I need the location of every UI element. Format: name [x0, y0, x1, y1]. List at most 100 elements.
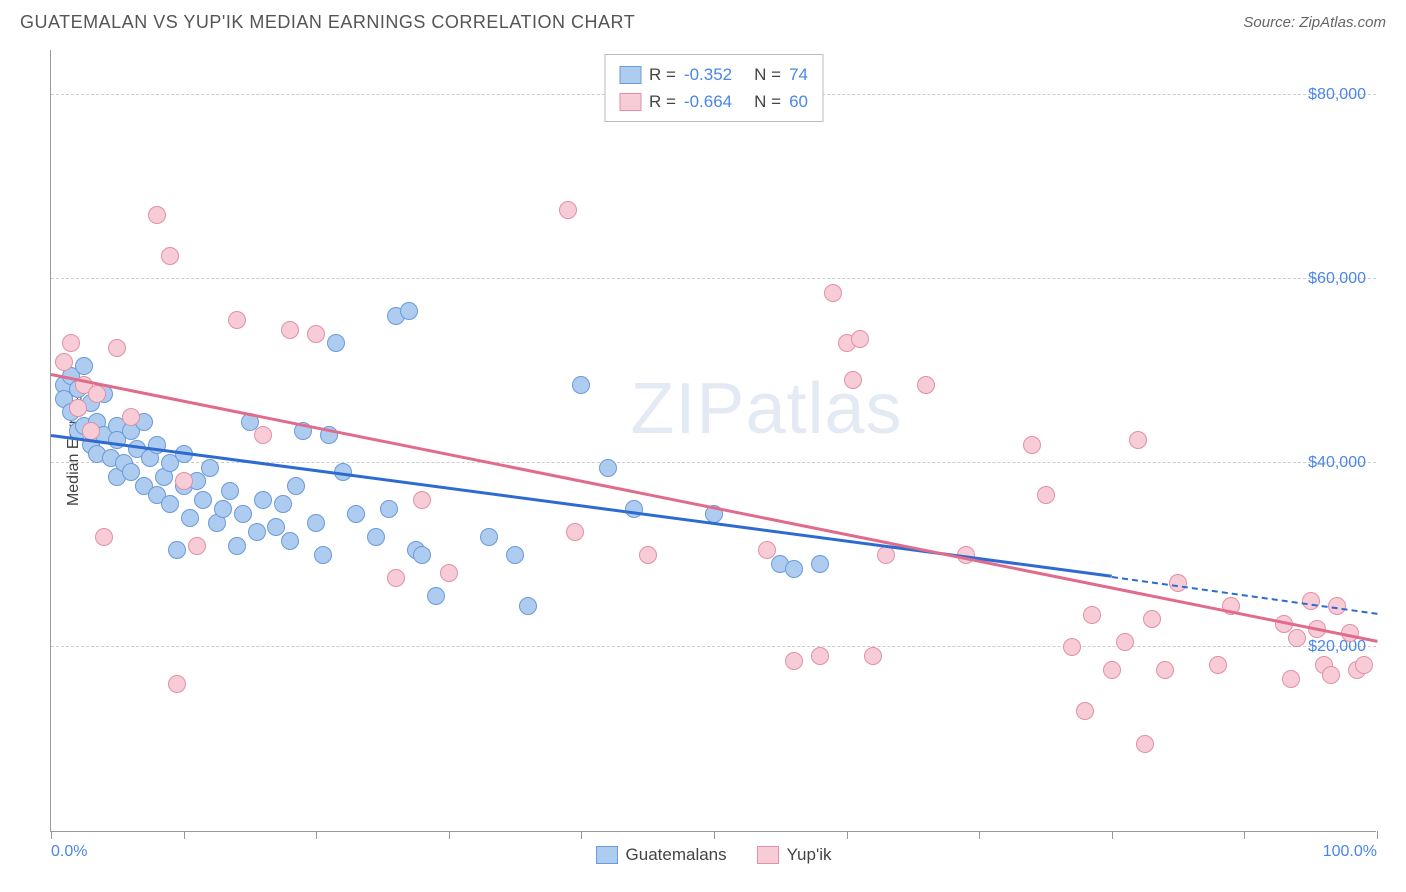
x-tick — [449, 831, 450, 839]
source-attribution: Source: ZipAtlas.com — [1243, 14, 1386, 31]
scatter-point — [161, 495, 179, 513]
scatter-point — [228, 537, 246, 555]
scatter-point — [506, 546, 524, 564]
scatter-point — [572, 376, 590, 394]
scatter-point — [1355, 656, 1373, 674]
scatter-point — [1143, 610, 1161, 628]
scatter-point — [1083, 606, 1101, 624]
scatter-point — [367, 528, 385, 546]
scatter-point — [168, 541, 186, 559]
scatter-point — [559, 201, 577, 219]
scatter-point — [1169, 574, 1187, 592]
scatter-point — [1282, 670, 1300, 688]
scatter-point — [69, 399, 87, 417]
correlation-legend-row: R = -0.664N = 60 — [619, 88, 808, 115]
y-tick-label: $20,000 — [1308, 638, 1366, 656]
x-tick — [316, 831, 317, 839]
scatter-point — [1076, 702, 1094, 720]
scatter-point — [1037, 486, 1055, 504]
scatter-point — [811, 555, 829, 573]
scatter-point — [82, 422, 100, 440]
scatter-point — [214, 500, 232, 518]
scatter-point — [844, 371, 862, 389]
scatter-point — [824, 284, 842, 302]
scatter-point — [254, 426, 272, 444]
scatter-point — [519, 597, 537, 615]
x-tick — [714, 831, 715, 839]
scatter-point — [785, 652, 803, 670]
scatter-point — [400, 302, 418, 320]
scatter-point — [75, 357, 93, 375]
header: GUATEMALAN VS YUP'IK MEDIAN EARNINGS COR… — [0, 0, 1406, 41]
scatter-point — [122, 408, 140, 426]
legend-swatch — [619, 93, 641, 111]
n-label: N = — [754, 61, 781, 88]
scatter-point — [851, 330, 869, 348]
r-label: R = — [649, 61, 676, 88]
scatter-point — [248, 523, 266, 541]
scatter-point — [168, 675, 186, 693]
series-legend-item: Guatemalans — [596, 845, 727, 865]
series-legend: Guatemalans Yup'ik — [596, 845, 832, 865]
scatter-chart: ZIPatlas $20,000$40,000$60,000$80,0000.0… — [50, 50, 1376, 832]
scatter-point — [1136, 735, 1154, 753]
chart-title: GUATEMALAN VS YUP'IK MEDIAN EARNINGS COR… — [20, 12, 635, 33]
scatter-point — [1302, 592, 1320, 610]
y-tick-label: $80,000 — [1308, 86, 1366, 104]
scatter-point — [387, 569, 405, 587]
x-tick — [581, 831, 582, 839]
scatter-point — [148, 206, 166, 224]
scatter-point — [281, 321, 299, 339]
scatter-point — [188, 537, 206, 555]
scatter-point — [1322, 666, 1340, 684]
scatter-point — [234, 505, 252, 523]
x-tick — [1112, 831, 1113, 839]
scatter-point — [566, 523, 584, 541]
scatter-point — [307, 514, 325, 532]
scatter-point — [1116, 633, 1134, 651]
correlation-legend: R = -0.352N = 74R = -0.664N = 60 — [604, 54, 823, 122]
scatter-point — [194, 491, 212, 509]
scatter-point — [427, 587, 445, 605]
scatter-point — [1023, 436, 1041, 454]
x-tick — [1244, 831, 1245, 839]
series-legend-label: Yup'ik — [787, 845, 832, 865]
scatter-point — [864, 647, 882, 665]
scatter-point — [347, 505, 365, 523]
scatter-point — [228, 311, 246, 329]
correlation-legend-row: R = -0.352N = 74 — [619, 61, 808, 88]
scatter-point — [758, 541, 776, 559]
scatter-point — [175, 472, 193, 490]
scatter-point — [221, 482, 239, 500]
series-legend-item: Yup'ik — [757, 845, 832, 865]
scatter-point — [88, 385, 106, 403]
scatter-point — [181, 509, 199, 527]
scatter-point — [639, 546, 657, 564]
scatter-point — [811, 647, 829, 665]
r-value: -0.664 — [684, 88, 732, 115]
scatter-point — [917, 376, 935, 394]
r-value: -0.352 — [684, 61, 732, 88]
scatter-point — [413, 491, 431, 509]
scatter-point — [380, 500, 398, 518]
r-label: R = — [649, 88, 676, 115]
scatter-point — [1063, 638, 1081, 656]
scatter-point — [1129, 431, 1147, 449]
legend-swatch — [596, 846, 618, 864]
scatter-point — [413, 546, 431, 564]
y-tick-label: $40,000 — [1308, 454, 1366, 472]
scatter-point — [274, 495, 292, 513]
scatter-point — [95, 528, 113, 546]
scatter-point — [307, 325, 325, 343]
scatter-point — [599, 459, 617, 477]
n-value: 60 — [789, 88, 808, 115]
scatter-point — [254, 491, 272, 509]
scatter-point — [327, 334, 345, 352]
x-tick — [51, 831, 52, 839]
scatter-point — [281, 532, 299, 550]
scatter-point — [1209, 656, 1227, 674]
x-tick-label: 0.0% — [51, 843, 87, 861]
scatter-point — [55, 353, 73, 371]
scatter-point — [1103, 661, 1121, 679]
scatter-point — [287, 477, 305, 495]
